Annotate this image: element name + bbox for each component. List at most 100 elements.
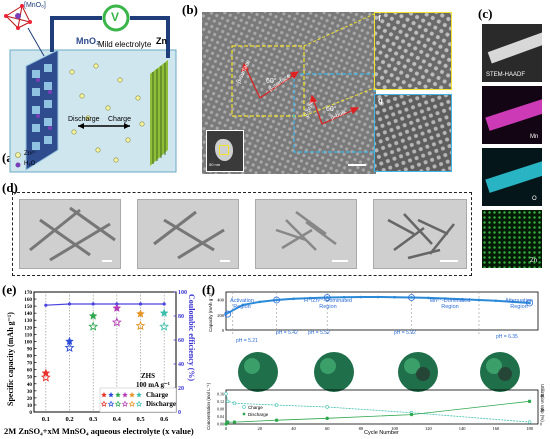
f-capacity-marker (224, 310, 232, 318)
panel-a: (a) (0, 0, 178, 182)
f-capacity-point (241, 303, 245, 307)
f-lower-y-tick: 0.00 (217, 422, 224, 427)
chart-e-y-right-tick: 100 (178, 290, 187, 296)
legend-h2o: H₂O (24, 161, 36, 167)
tem-rods-4 (387, 213, 455, 260)
map-zn-caption: Zn (530, 258, 538, 264)
mn-rod (485, 99, 542, 131)
chart-e-xlabel: 2M ZnSO₄+xM MnSO₄ aqueous electrolyte (x… (4, 426, 194, 436)
f-x-tick: 20 (257, 426, 262, 431)
map-mn-caption: Mn (530, 134, 539, 140)
panel-b-label: (b) (182, 2, 198, 17)
chart-e-y-left-tick: 130 (24, 318, 32, 324)
chart-e-y-left-tick: 140 (24, 311, 32, 317)
f-conc-discharge-point (325, 416, 329, 421)
f-ylabel-lower-right: Utilization ratio (%) (540, 384, 545, 422)
chart-e-y-left-tick: 60 (27, 368, 33, 374)
zoom-f-image: f (374, 12, 452, 90)
f-sphere-3-highlight (404, 358, 420, 374)
panel-f: (f) 0 200 400 0.00 0.04 0.08 0.12 0.16 0 20 40 0 20 4… (200, 278, 550, 439)
map-haadf: STEM-HAADF (482, 24, 542, 82)
f-x-tick: 160 (492, 426, 500, 431)
discharge-label: Discharge (68, 116, 100, 123)
chart-e-legend-charge-star (129, 391, 135, 398)
f-capacity-line (225, 296, 530, 315)
zoom-f-label: f (378, 14, 381, 23)
f-x-tick: 60 (325, 426, 330, 431)
chart-e-y-left-tick: 40 (27, 382, 33, 388)
f-conc-discharge-point (225, 420, 230, 424)
f-ylabel-upper: Capacity (mAh g⁻¹) (208, 293, 213, 332)
chart-e-y-right-tick: 0 (178, 410, 181, 416)
f-conc-discharge-point (409, 412, 414, 417)
f-capacity-point (443, 297, 447, 300)
chart-e-y-left-tick: 0 (29, 410, 32, 416)
f-capacity-point (393, 295, 396, 299)
f-conc-charge-point (274, 403, 279, 407)
chart-e-y-left-tick: 30 (27, 389, 33, 395)
ph-label-3: pH = 5.52 (308, 330, 330, 336)
chart-e-annotation-2: 100 mA g⁻¹ (136, 381, 170, 389)
f-capacity-point (511, 300, 515, 304)
f-conc-charge-point (232, 401, 237, 405)
chart-e-legend-discharge-star (128, 400, 136, 407)
f-lower-y-right-tick: 40 (540, 393, 544, 398)
f-sphere-1 (238, 352, 278, 392)
main-scale-bar (348, 164, 366, 166)
chart-e-y-left-tick: 20 (27, 396, 33, 402)
f-capacity-point (325, 296, 329, 299)
f-sphere-4-highlight (486, 358, 502, 374)
chart-e-legend-box (99, 387, 177, 413)
f-capacity-point (376, 295, 380, 299)
f-conc-charge-point (224, 392, 228, 396)
f-sphere-2-highlight (320, 358, 336, 374)
f-x-tick: 140 (459, 426, 467, 431)
f-sphere-3-dark-spot (416, 367, 430, 381)
chart-e-x-tick: 0.5 (136, 416, 145, 423)
f-lower-frame (225, 389, 539, 425)
panel-c: (c) STEM-HAADF Mn O Zn (474, 0, 550, 276)
map-mn: Mn (482, 86, 542, 144)
tem-scale-4 (440, 260, 458, 262)
haadf-rod (487, 32, 542, 64)
chart-e-ce-point (67, 302, 72, 306)
chart-e-legend-discharge-star (100, 400, 108, 407)
f-x-tick: 0 (225, 426, 228, 431)
region-attenuation: Attenuation Region (505, 298, 533, 310)
chart-e-discharge-point (40, 372, 51, 382)
f-conc-charge-point (225, 399, 230, 404)
chart-e-y-left-tick: 170 (24, 290, 32, 296)
chart-e-discharge-point (88, 321, 99, 331)
f-lower-y-tick: 0.04 (217, 414, 224, 419)
map-o: O (482, 148, 542, 206)
chart-e-y-left-tick: 150 (24, 304, 32, 310)
tem-scale-3 (332, 260, 348, 262)
f-lower-y-right-tick: 20 (540, 407, 544, 412)
f-capacity-point (275, 298, 278, 302)
f-capacity-point (258, 300, 262, 304)
zoom-f-lattice (375, 13, 451, 89)
zoom-g-label: g (378, 96, 383, 105)
chart-e-x-tick: 0.1 (42, 416, 50, 423)
tem-scale-1 (102, 260, 112, 262)
chart-e-legend-charge: Charge (146, 391, 169, 399)
f-sphere-1-highlight (244, 358, 260, 374)
tem-image-1 (19, 199, 121, 269)
zoom-g-lattice (375, 95, 451, 171)
f-capacity-point (427, 296, 430, 300)
f-legend-charge: Charge (248, 405, 263, 410)
panel-c-label: (c) (478, 6, 493, 21)
f-capacity-point (410, 296, 413, 299)
chart-e-y-left-tick: 160 (24, 297, 32, 303)
mno2-label: MnO₂ (76, 36, 100, 46)
f-capacity-point (359, 295, 363, 299)
f-capacity-point (528, 301, 531, 305)
chart-e-y-left-tick: 100 (24, 339, 32, 345)
f-conc-discharge-point (274, 418, 279, 422)
map-zn: Zn (482, 210, 542, 268)
chart-e-discharge-point (135, 320, 146, 331)
chart-e-ce-point (138, 302, 143, 306)
mno6-label: [MnO₆] (24, 2, 46, 9)
chart-e-ylabel-left: Specific capacity (mAh g⁻¹) (6, 312, 15, 406)
